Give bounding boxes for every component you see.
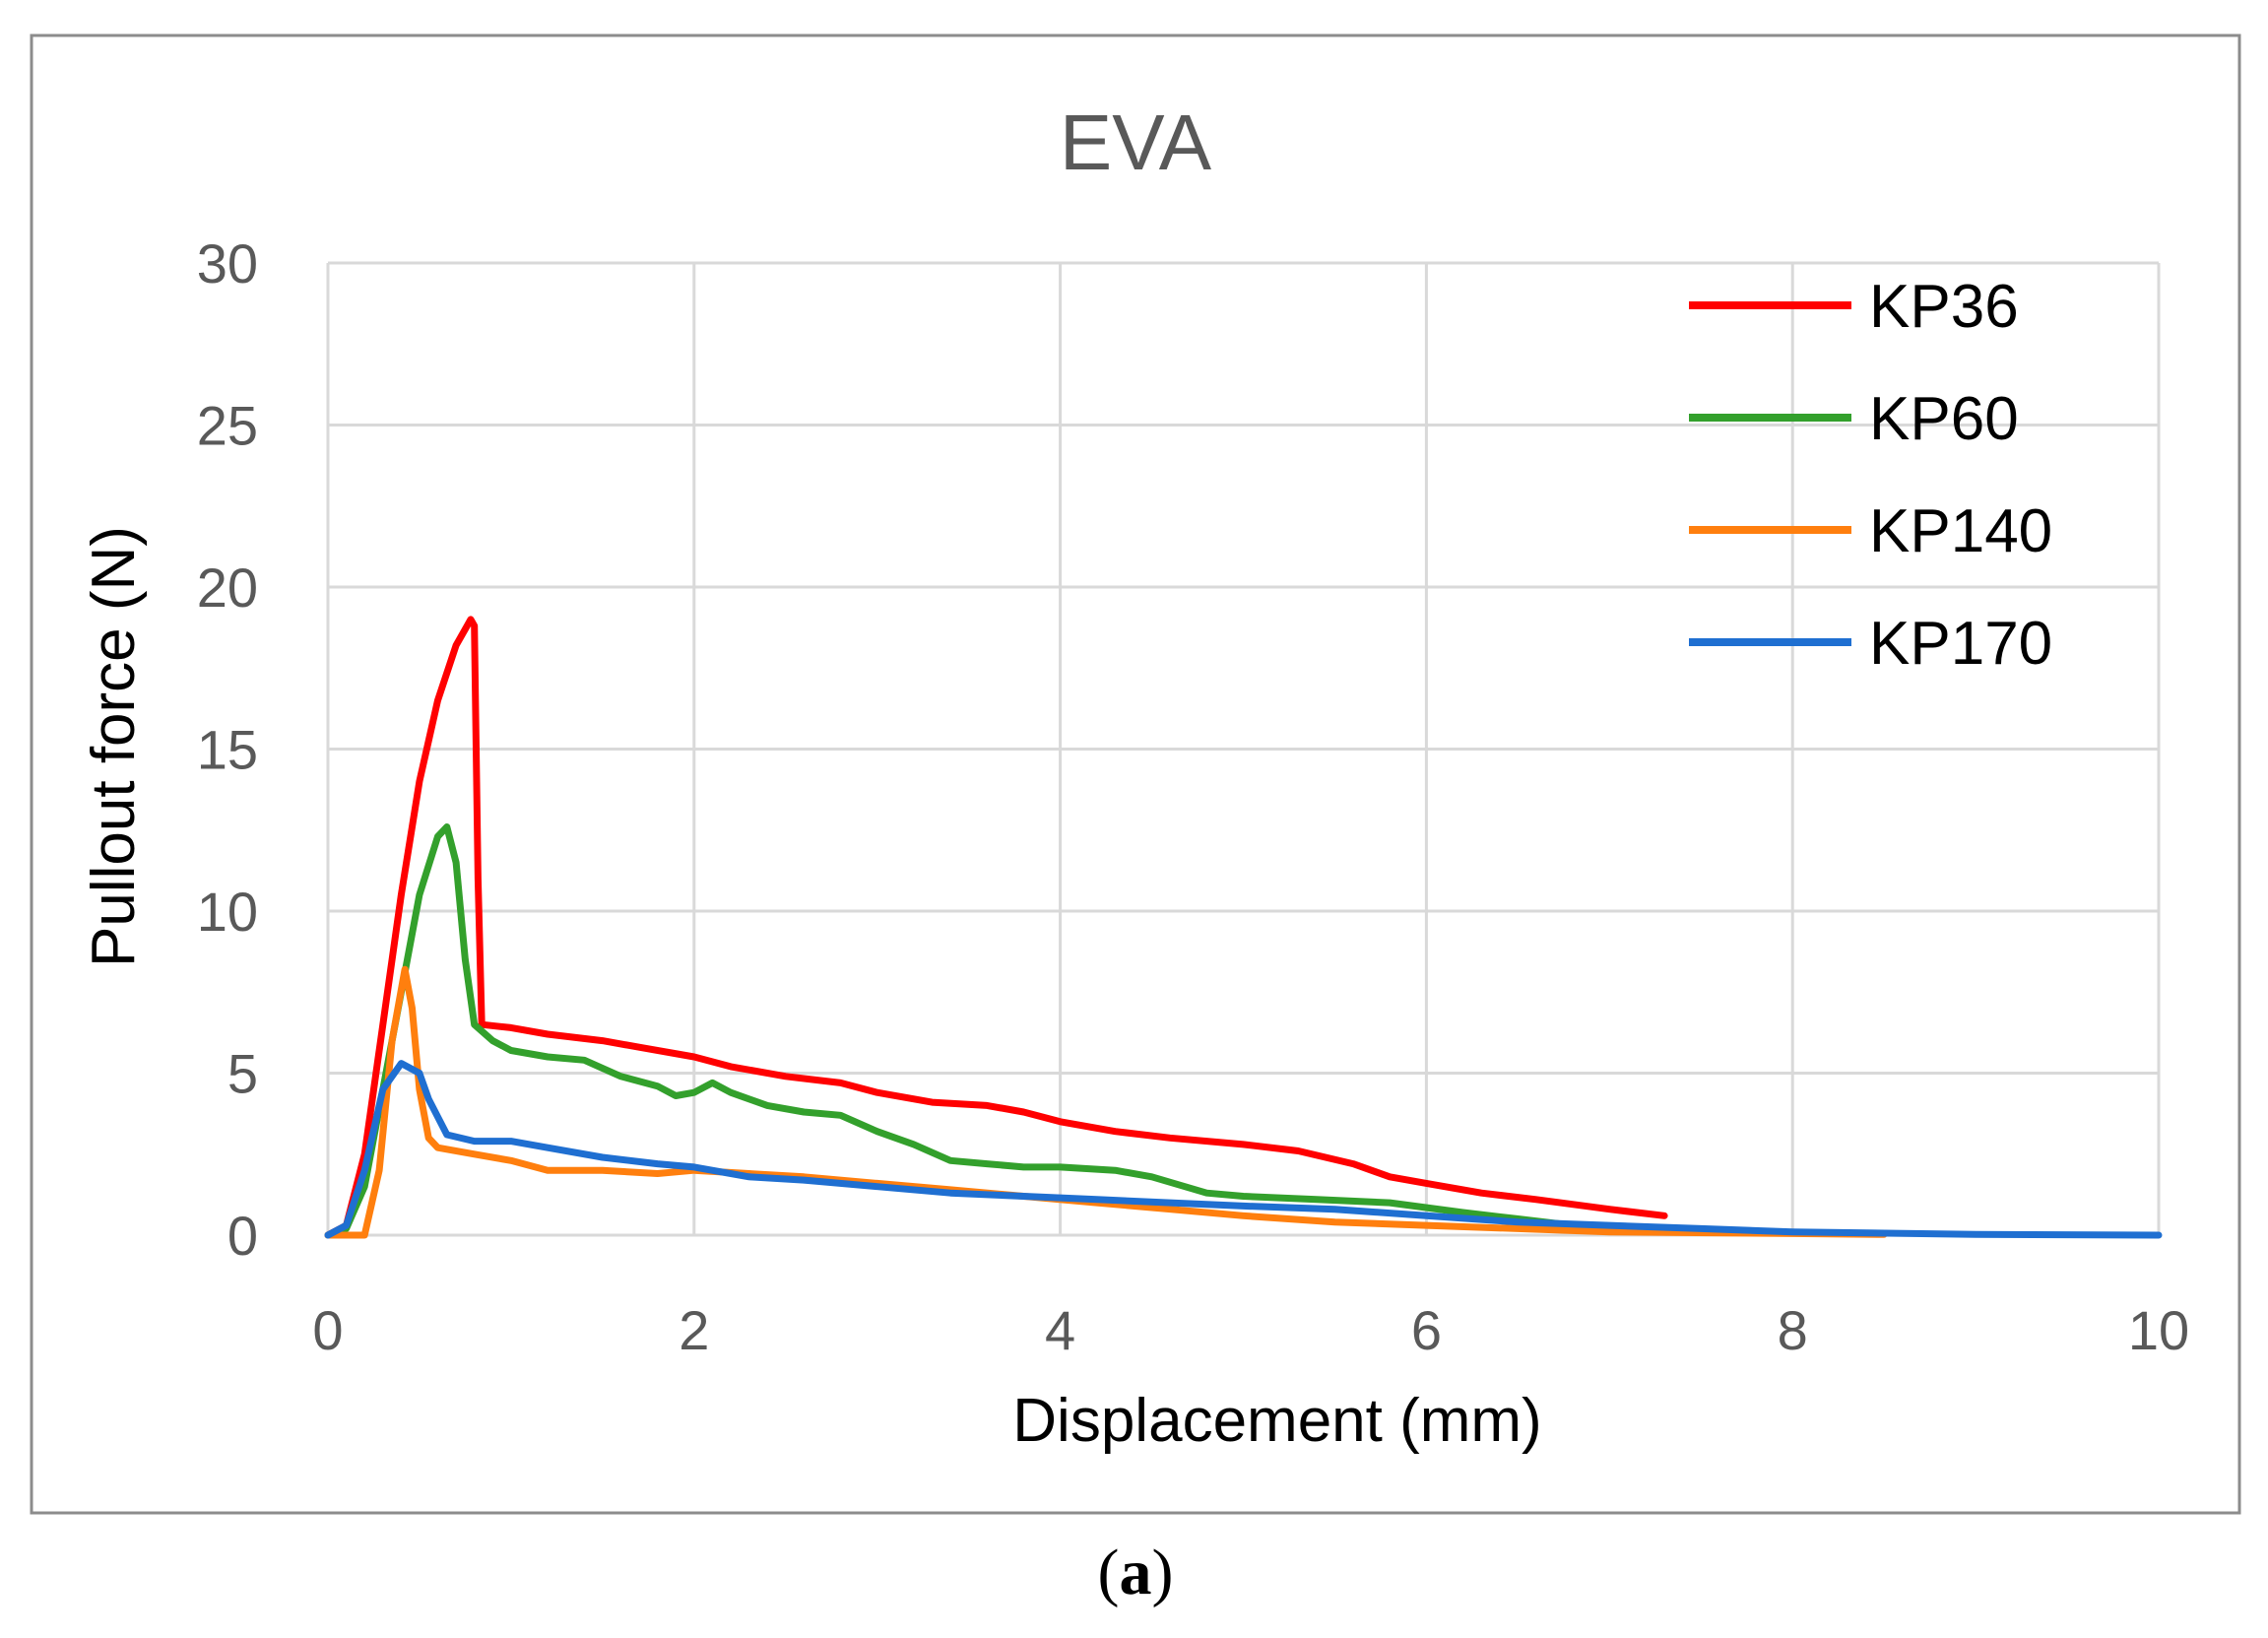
y-tick-label: 0 [227, 1205, 258, 1267]
x-tick-label: 2 [679, 1299, 709, 1361]
y-tick-label: 25 [197, 395, 258, 457]
x-tick-label: 6 [1411, 1299, 1442, 1361]
y-axis-ticks: 0 5 10 15 20 25 30 [197, 232, 258, 1267]
series-line-kp170 [324, 1060, 2163, 1239]
series-line-kp36 [324, 616, 1668, 1239]
y-tick-label: 15 [197, 719, 258, 781]
y-tick-label: 5 [227, 1043, 258, 1105]
legend-label-kp170: KP170 [1869, 610, 2052, 678]
series-lines [324, 616, 2163, 1239]
legend: KP36 KP60 KP140 KP170 [1689, 273, 2052, 678]
x-tick-label: 8 [1778, 1299, 1808, 1361]
grid [326, 261, 2161, 1237]
y-tick-label: 30 [197, 232, 258, 295]
series-line-kp60 [324, 823, 1613, 1239]
chart-frame [30, 33, 2241, 1515]
legend-label-kp60: KP60 [1869, 385, 2019, 453]
y-tick-label: 10 [197, 881, 258, 943]
x-tick-label: 10 [2128, 1299, 2189, 1361]
y-tick-label: 20 [197, 557, 258, 619]
x-tick-label: 0 [312, 1299, 343, 1361]
x-axis-label: Displacement (mm) [1012, 1387, 1541, 1455]
figure-caption: (a) [1098, 1537, 1174, 1608]
chart-title: EVA [1060, 98, 1212, 186]
legend-label-kp140: KP140 [1869, 497, 2052, 565]
x-axis-ticks: 0 2 4 6 8 10 [312, 1299, 2189, 1361]
x-tick-label: 4 [1045, 1299, 1075, 1361]
y-axis-label: Pullout force (N) [80, 526, 148, 967]
legend-label-kp36: KP36 [1869, 273, 2019, 341]
